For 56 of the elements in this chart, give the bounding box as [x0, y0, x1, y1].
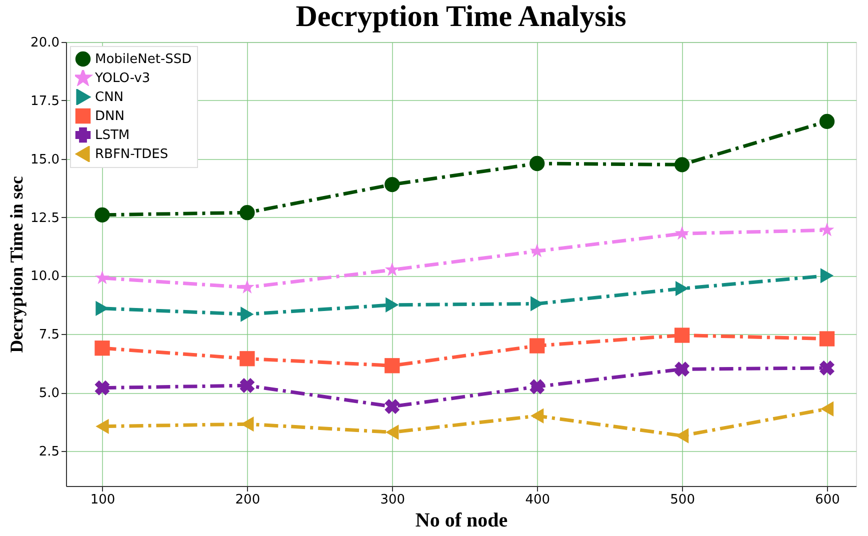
point [819, 114, 835, 130]
point [384, 358, 400, 374]
point [530, 338, 545, 354]
point [94, 340, 110, 356]
point [240, 306, 254, 322]
x-tick-label: 500 [670, 492, 695, 508]
point [384, 262, 400, 276]
point [530, 379, 545, 394]
y-tick-label: 7.5 [38, 328, 60, 343]
legend-label: DNN [95, 109, 124, 124]
point [386, 297, 399, 312]
point [820, 360, 835, 376]
y-axis-title: Decryption Time in sec [6, 176, 27, 353]
point [94, 380, 110, 396]
point [384, 176, 400, 192]
point [94, 207, 110, 222]
point [240, 351, 255, 366]
x-tick-label: 600 [815, 492, 840, 508]
x-tick-label: 200 [235, 492, 260, 508]
y-tick-label: 2.5 [38, 444, 60, 460]
x-axis-title: No of node [415, 510, 508, 532]
y-tick-label: 10.0 [30, 269, 60, 284]
point [674, 226, 690, 240]
point [674, 362, 690, 377]
y-tick-label: 12.5 [30, 210, 60, 226]
legend-label: LSTM [95, 128, 130, 143]
point [820, 222, 834, 236]
y-tick-label: 5.0 [38, 386, 60, 402]
point [386, 424, 399, 440]
point [530, 156, 545, 172]
point [675, 428, 689, 444]
x-tick-label: 100 [90, 492, 116, 508]
legend-label: MobileNet-SSD [95, 52, 192, 67]
y-tick-label: 20.0 [30, 36, 60, 50]
chart-title: Decryption Time Analysis [296, 0, 626, 33]
legend-label: CNN [95, 90, 124, 105]
x-tick-label: 400 [525, 492, 550, 508]
point [674, 157, 690, 172]
point [96, 418, 109, 434]
y-tick-label: 17.5 [30, 94, 60, 109]
x-tick-label: 300 [380, 492, 406, 508]
point [820, 401, 834, 416]
point [530, 408, 544, 424]
point [820, 268, 834, 284]
point [240, 378, 255, 394]
point [240, 280, 254, 294]
legend-label: YOLO-v3 [94, 71, 150, 86]
point [675, 280, 689, 296]
point [384, 399, 400, 414]
point [530, 244, 544, 258]
point [674, 328, 690, 343]
point [95, 270, 110, 284]
y-tick-label: 15.0 [30, 152, 60, 168]
point [819, 331, 835, 346]
point [240, 205, 255, 220]
legend-label: RBFN-TDES [95, 147, 168, 162]
